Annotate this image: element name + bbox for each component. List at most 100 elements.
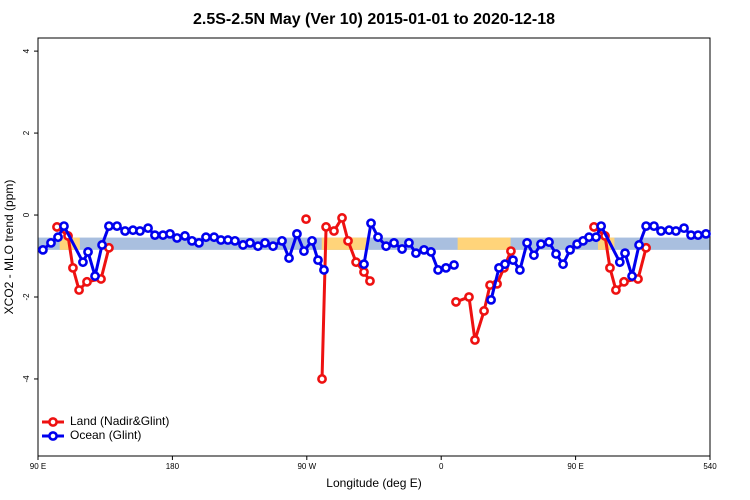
data-point	[68, 262, 78, 273]
data-point	[366, 218, 376, 229]
data-point	[135, 226, 145, 236]
data-point	[307, 235, 317, 246]
data-point	[620, 248, 630, 259]
data-point	[317, 374, 327, 384]
data-point	[464, 292, 474, 302]
data-point	[641, 221, 651, 231]
y-tick-label: 2	[22, 130, 31, 135]
data-point	[596, 221, 607, 231]
data-point	[441, 262, 451, 273]
data-point	[433, 265, 443, 275]
plot-frame	[37, 37, 711, 457]
data-point	[321, 222, 331, 232]
data-point	[143, 223, 153, 234]
data-point	[544, 237, 554, 247]
data-point	[83, 247, 93, 257]
data-point	[486, 294, 496, 305]
data-point	[679, 223, 689, 234]
data-point	[53, 232, 63, 243]
data-point	[634, 240, 644, 250]
legend-marker	[48, 417, 58, 427]
data-point	[551, 249, 561, 259]
data-point	[565, 244, 575, 255]
data-point	[78, 257, 88, 268]
data-point	[194, 238, 204, 248]
data-point	[701, 228, 711, 239]
data-point	[104, 221, 114, 231]
legend-label: Ocean (Glint)	[70, 428, 141, 442]
data-point	[74, 285, 84, 295]
data-point	[411, 248, 421, 259]
data-point	[319, 265, 329, 275]
data-point	[172, 233, 182, 243]
data-point	[59, 221, 69, 231]
data-point	[649, 221, 659, 231]
data-point	[536, 239, 546, 250]
data-point	[112, 221, 122, 231]
data-point	[90, 271, 100, 281]
band-highlight	[457, 237, 511, 250]
data-point	[359, 259, 369, 270]
data-point	[165, 228, 175, 239]
y-axis-label: XCO2 - MLO trend (ppm)	[2, 180, 16, 315]
data-point	[284, 253, 294, 263]
data-point	[426, 247, 436, 257]
data-point	[201, 232, 211, 243]
data-point	[627, 271, 637, 281]
data-point	[381, 241, 391, 252]
data-point	[329, 226, 339, 236]
data-point	[470, 335, 480, 345]
data-point	[373, 232, 383, 243]
data-point	[120, 226, 130, 236]
data-point	[522, 238, 532, 248]
data-point	[301, 214, 311, 225]
data-point	[277, 235, 287, 246]
y-tick-label: 4	[22, 48, 31, 53]
data-point	[245, 238, 255, 248]
x-tick-label: 540	[703, 462, 717, 471]
data-point	[337, 213, 347, 223]
data-point	[150, 230, 160, 241]
data-point	[351, 257, 361, 268]
y-tick-label: -4	[22, 375, 31, 383]
data-point	[38, 244, 48, 255]
data-point	[260, 238, 270, 248]
y-tick-label: -2	[22, 293, 31, 301]
chart-title: 2.5S-2.5N May (Ver 10) 2015-01-01 to 202…	[193, 11, 555, 28]
x-axis-label: Longitude (deg E)	[326, 476, 421, 490]
data-point	[558, 259, 568, 270]
data-point	[97, 240, 107, 250]
data-point	[180, 231, 190, 241]
data-point	[605, 262, 615, 273]
data-point	[671, 226, 681, 236]
data-point	[619, 276, 629, 287]
x-tick-label: 0	[439, 462, 444, 471]
data-point	[82, 276, 92, 287]
legend-marker	[48, 431, 58, 441]
data-point	[343, 235, 353, 246]
data-point	[365, 276, 375, 286]
data-point	[611, 285, 621, 295]
data-point	[397, 244, 407, 254]
data-point	[359, 267, 369, 277]
x-tick-label: 90 W	[297, 462, 316, 471]
legend-label: Land (Nadir&Glint)	[70, 414, 169, 428]
data-point	[389, 238, 399, 248]
data-point	[479, 306, 489, 316]
data-point	[508, 255, 518, 266]
data-point	[46, 238, 56, 248]
y-tick-label: 0	[22, 212, 31, 217]
data-point	[299, 246, 309, 256]
x-tick-label: 180	[166, 462, 180, 471]
data-point	[656, 226, 666, 236]
data-point	[693, 230, 703, 241]
data-point	[230, 235, 240, 246]
data-point	[500, 259, 510, 270]
data-point	[404, 238, 414, 248]
data-point	[506, 246, 516, 256]
x-tick-label: 90 E	[567, 462, 583, 471]
data-point	[449, 260, 459, 270]
data-point	[514, 265, 525, 275]
data-point	[268, 241, 278, 252]
